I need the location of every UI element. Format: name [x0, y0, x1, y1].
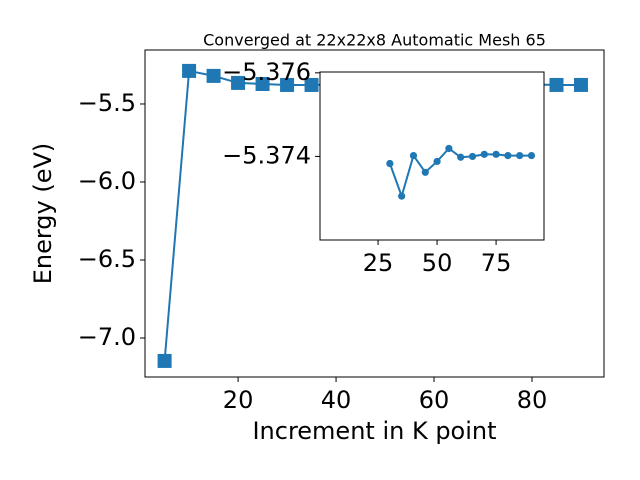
axes-frame — [144, 49, 605, 378]
x-tick-label: 40 — [321, 386, 352, 414]
marker — [386, 159, 394, 168]
marker — [304, 77, 319, 92]
marker — [280, 77, 295, 92]
marker — [231, 75, 246, 90]
marker — [527, 151, 536, 160]
x-tick-label: 60 — [419, 386, 450, 414]
marker — [480, 150, 488, 158]
y-axis-label: Energy (eV) — [29, 143, 57, 285]
marker — [182, 63, 197, 78]
marker — [468, 152, 477, 161]
marker — [206, 68, 221, 83]
marker — [445, 144, 453, 153]
marker — [549, 77, 564, 92]
marker — [409, 151, 418, 160]
marker — [516, 151, 524, 160]
y-tick-label: −5.376 — [222, 58, 311, 86]
y-tick-label: −6.5 — [78, 245, 136, 273]
y-tick-label: −5.374 — [222, 141, 311, 169]
y-tick-label: −7.0 — [78, 323, 136, 351]
marker — [433, 157, 441, 166]
x-tick-label: 75 — [481, 249, 512, 277]
marker — [157, 353, 172, 368]
x-axis-label: Increment in K point — [252, 417, 496, 445]
x-tick-label: 20 — [223, 386, 254, 414]
y-tick-label: −5.5 — [78, 89, 136, 117]
y-tick-label: −6.0 — [78, 167, 136, 195]
x-tick-label: 80 — [517, 386, 548, 414]
marker — [398, 192, 406, 200]
marker — [457, 153, 465, 161]
x-tick-label: 50 — [422, 249, 453, 277]
marker — [573, 77, 588, 92]
marker — [255, 77, 270, 92]
x-tick-label: 25 — [363, 249, 394, 277]
marker — [421, 168, 429, 176]
chart-title: Converged at 22x22x8 Automatic Mesh 65 — [203, 31, 546, 50]
marker — [504, 151, 512, 160]
marker — [492, 150, 500, 158]
axes-frame — [319, 71, 545, 241]
